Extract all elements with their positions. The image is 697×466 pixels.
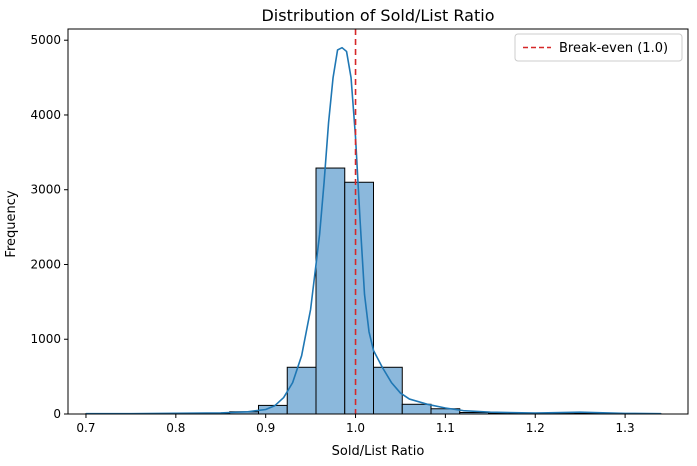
x-tick-label-3: 1.0 (346, 421, 365, 435)
legend: Break-even (1.0) (515, 34, 682, 61)
histogram-bar-8 (316, 168, 345, 414)
legend-label-break-even: Break-even (1.0) (559, 41, 668, 56)
y-tick-label-0: 0 (53, 407, 61, 421)
x-tick-label-5: 1.2 (526, 421, 545, 435)
x-tick-label-2: 0.9 (256, 421, 275, 435)
histogram-bar-11 (402, 404, 431, 414)
x-tick-label-1: 0.8 (166, 421, 185, 435)
x-tick-label-4: 1.1 (436, 421, 455, 435)
plot-frame (68, 29, 688, 414)
y-tick-label-3: 3000 (30, 183, 61, 197)
x-axis-label: Sold/List Ratio (332, 444, 425, 459)
x-axis-ticks: 0.7 0.8 0.9 1.0 1.1 1.2 1.3 (76, 414, 634, 435)
histogram-bar-7 (287, 367, 316, 414)
y-tick-label-4: 4000 (30, 108, 61, 122)
chart-title: Distribution of Sold/List Ratio (261, 6, 494, 25)
y-axis-ticks: 0 1000 2000 3000 4000 5000 (30, 33, 68, 421)
y-tick-label-2: 2000 (30, 257, 61, 271)
histogram-bars (86, 168, 661, 414)
y-axis-label: Frequency (4, 190, 19, 257)
x-tick-label-6: 1.3 (616, 421, 635, 435)
x-tick-label-0: 0.7 (76, 421, 95, 435)
y-tick-label-5: 5000 (30, 33, 61, 47)
y-tick-label-1: 1000 (30, 332, 61, 346)
